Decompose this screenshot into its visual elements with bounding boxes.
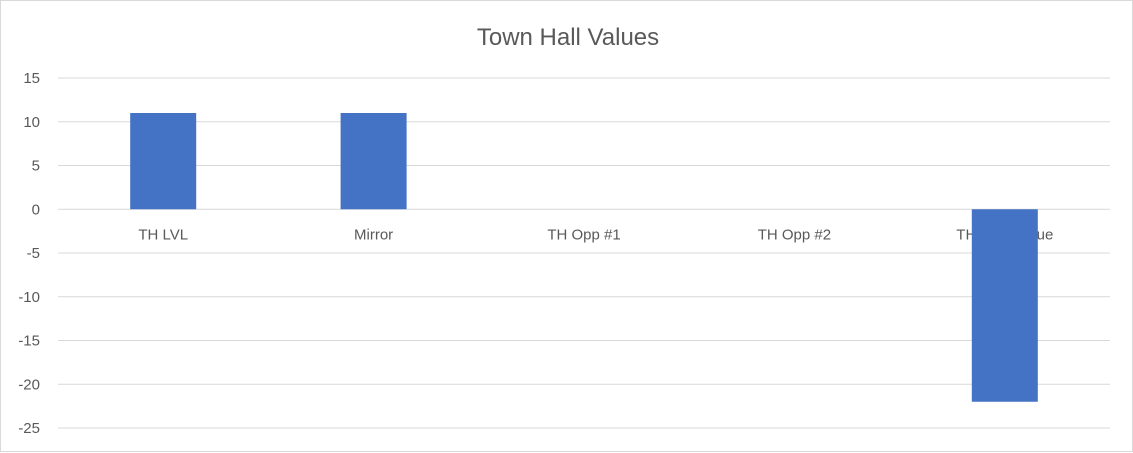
gridlines [58, 77, 1110, 429]
chart-title: Town Hall Values [477, 24, 659, 51]
y-tick-label: 10 [23, 114, 40, 131]
x-tick-label: Mirror [354, 226, 393, 243]
y-tick-label: -20 [18, 376, 40, 393]
y-tick-label: 0 [32, 201, 40, 218]
x-tick-label: TH Opp #2 [758, 226, 831, 243]
bar-mirror [340, 113, 407, 210]
y-tick-label: -15 [18, 333, 40, 350]
y-tick-label: 5 [32, 158, 40, 175]
x-tick-label: TH Opp #1 [547, 226, 620, 243]
y-tick-label: -25 [18, 420, 40, 437]
bar-th-total-value [971, 209, 1038, 402]
y-tick-label: -10 [18, 289, 40, 306]
y-axis-ticks: 15 10 5 0 -5 -10 -15 -20 -25 [18, 70, 40, 437]
y-tick-label: 15 [23, 70, 40, 87]
x-tick-label: TH LVL [138, 226, 188, 243]
y-tick-label: -5 [27, 245, 40, 262]
bar-th-lvl [130, 113, 197, 210]
bars [130, 113, 1038, 402]
